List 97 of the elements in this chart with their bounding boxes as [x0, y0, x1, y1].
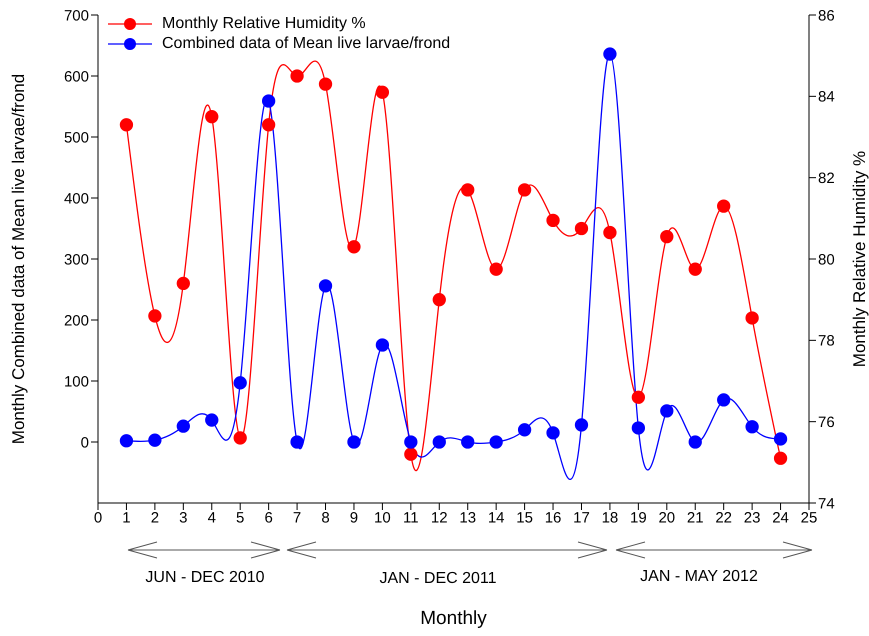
x-tick-label: 5 — [236, 510, 244, 527]
x-tick-label: 6 — [264, 510, 273, 527]
y-tick-label: 600 — [64, 68, 89, 86]
point — [574, 418, 588, 432]
y2-tick-label: 84 — [818, 88, 835, 106]
point — [234, 431, 247, 445]
x-tick-label: 11 — [403, 510, 419, 527]
point — [774, 452, 788, 465]
x-tick-label: 0 — [94, 510, 102, 527]
x-tick-label: 12 — [430, 510, 448, 527]
point — [347, 435, 361, 449]
x-tick-label: 10 — [374, 510, 391, 527]
point — [290, 435, 304, 449]
point — [376, 86, 390, 99]
point — [490, 435, 503, 449]
point — [546, 426, 560, 440]
point — [148, 434, 162, 447]
point — [717, 199, 730, 213]
x-tick-label: 20 — [658, 510, 676, 527]
legend-label: Monthly Relative Humidity % — [162, 14, 366, 34]
point — [688, 435, 702, 449]
x-tick-label: 24 — [772, 510, 789, 527]
point — [432, 435, 446, 449]
point — [205, 413, 218, 427]
point — [461, 435, 474, 449]
point — [318, 77, 332, 91]
point — [518, 423, 532, 436]
x-tick-label: 17 — [573, 510, 590, 527]
point — [376, 338, 390, 352]
point — [318, 279, 332, 292]
point — [603, 226, 617, 240]
y2-tick-label: 80 — [818, 251, 835, 268]
point — [262, 94, 276, 108]
x-tick-label: 23 — [744, 510, 760, 527]
x-tick-label: 16 — [544, 510, 562, 527]
point — [490, 262, 503, 276]
y-axis-title: Monthly Combined data of Mean live larvae/frond — [9, 74, 28, 444]
x-axis-title: Monthly — [420, 608, 488, 629]
x-tick-label: 4 — [208, 510, 216, 527]
point — [176, 419, 190, 433]
point — [518, 183, 532, 197]
point — [404, 435, 418, 449]
y2-tick-label: 82 — [818, 170, 835, 187]
x-tick-label: 19 — [630, 510, 647, 527]
legend-label: Combined data of Mean live larvae/frond — [162, 34, 450, 54]
y-tick-label: 0 — [80, 434, 89, 452]
x-tick-label: 7 — [292, 510, 302, 527]
point — [262, 118, 276, 132]
point — [660, 230, 674, 244]
point — [432, 293, 446, 306]
y-tick-label: 500 — [64, 129, 89, 146]
point — [290, 69, 304, 83]
point — [120, 434, 134, 448]
point — [148, 309, 162, 323]
x-tick-label: 3 — [179, 510, 188, 527]
x-tick-label: 8 — [321, 510, 330, 527]
x-tick-label: 25 — [800, 510, 818, 527]
x-tick-label: 9 — [350, 510, 358, 527]
point — [120, 118, 134, 132]
x-tick-label: 1 — [122, 510, 131, 527]
x-tick-label: 2 — [150, 510, 160, 527]
text: JAN - DEC 2011 — [378, 570, 498, 588]
y-tick-label: 100 — [64, 373, 89, 390]
x-tick-label: 15 — [516, 510, 533, 527]
point — [688, 262, 702, 276]
x-tick-label: 21 — [686, 510, 704, 527]
y2-axis-title: Monthly Relative Humidity % — [850, 150, 869, 368]
point — [745, 311, 759, 325]
point — [660, 404, 674, 418]
x-tick-label: 14 — [488, 510, 505, 527]
point — [461, 183, 474, 197]
y-tick-label: 700 — [64, 7, 89, 24]
x-tick-label: 13 — [459, 510, 476, 527]
point — [745, 420, 759, 434]
point — [404, 448, 418, 461]
point — [546, 214, 560, 228]
point — [603, 47, 617, 61]
y-tick-label: 400 — [64, 190, 89, 208]
point — [234, 376, 247, 390]
point — [205, 110, 218, 124]
point — [347, 240, 361, 254]
y-tick-label: 300 — [64, 251, 89, 268]
point — [717, 393, 730, 407]
point — [632, 421, 646, 435]
y-tick-label: 200 — [64, 312, 89, 330]
text: JUN - DEC 2010 — [144, 569, 266, 587]
point — [774, 432, 788, 446]
x-tick-label: 22 — [715, 510, 732, 527]
point — [574, 222, 588, 236]
y2-tick-label: 74 — [818, 495, 835, 512]
text: JAN - MAY 2012 — [639, 568, 759, 586]
x-tick-label: 18 — [602, 510, 618, 527]
point — [176, 276, 190, 290]
y2-tick-label: 86 — [818, 7, 835, 24]
point — [632, 390, 646, 404]
y2-tick-label: 76 — [818, 414, 835, 431]
y2-tick-label: 78 — [818, 332, 835, 350]
